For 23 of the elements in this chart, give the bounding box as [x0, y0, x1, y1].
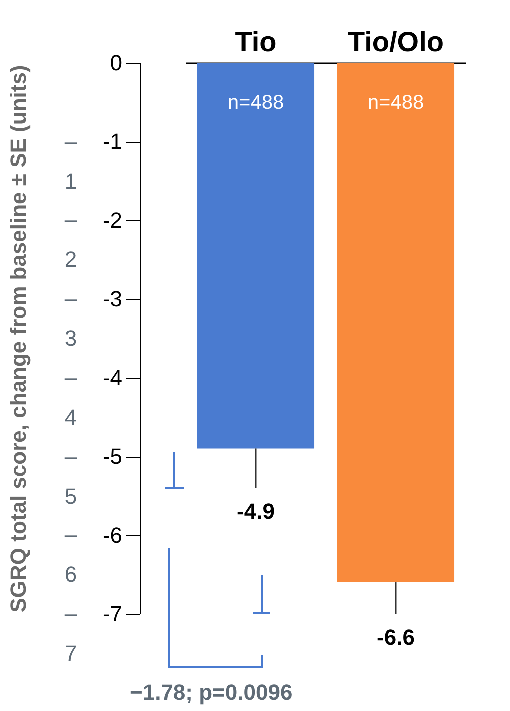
data-label: -6.6 [377, 625, 415, 650]
y-tick-label: -4 [102, 365, 122, 390]
text: – 7 [64, 600, 78, 668]
y-tick-label: -6 [102, 522, 122, 548]
y-tick-label: -2 [102, 208, 122, 233]
annotation: n=488 [228, 92, 284, 114]
annotation: n=488 [368, 92, 424, 114]
text: – 6 [64, 521, 78, 590]
text: – 4 [64, 364, 78, 432]
x-tick-label: Tio/Olo [348, 26, 444, 58]
y-tick-label: -3 [102, 286, 122, 312]
text: – 2 [64, 206, 78, 274]
y-tick-label: -5 [102, 444, 122, 470]
data-label: -4.9 [237, 499, 275, 524]
y-tick-label: -1 [102, 129, 122, 154]
text: – 1 [64, 128, 78, 196]
text: −1.78; p=0.0096 [130, 680, 293, 706]
y-axis-title: SGRQ total score, change from baseline ± SE (units) [6, 65, 31, 613]
x-tick-label: Tio [235, 26, 277, 58]
y-tick-label: -7 [102, 602, 122, 626]
y-tick-label: 0 [110, 50, 122, 76]
text: – 5 [64, 442, 78, 511]
text: – 3 [64, 285, 78, 354]
